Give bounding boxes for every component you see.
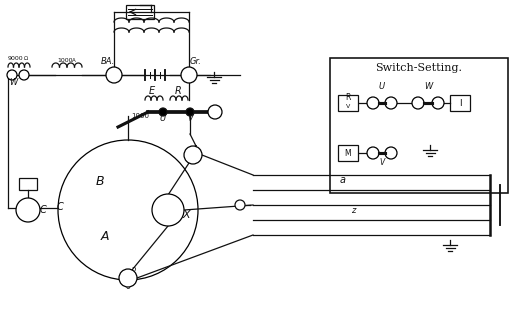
Text: R: R [175,86,181,96]
Text: W: W [9,78,17,87]
Text: W: W [424,82,432,91]
Text: U: U [160,114,166,123]
Circle shape [235,200,245,210]
Circle shape [367,147,379,159]
Text: X: X [182,210,190,220]
Text: C: C [57,202,63,212]
Circle shape [119,269,137,287]
Circle shape [184,146,202,164]
Text: R: R [345,93,351,102]
Text: M: M [345,149,351,158]
Bar [338,95,358,111]
Text: o: o [125,282,131,291]
Text: 2: 2 [132,267,136,276]
Text: 1000: 1000 [131,113,149,119]
Text: 1000: 1000 [57,58,73,63]
Circle shape [7,70,17,80]
Text: A: A [72,58,76,63]
Circle shape [208,105,222,119]
Text: 9000: 9000 [7,56,23,61]
Circle shape [385,97,397,109]
Bar [330,58,508,193]
Circle shape [152,194,184,226]
Text: B: B [96,175,104,188]
Circle shape [58,140,198,280]
Bar [450,95,470,111]
Circle shape [19,70,29,80]
Bar [19,178,37,190]
Text: C: C [39,205,47,215]
Text: Switch-Setting.: Switch-Setting. [375,63,462,73]
Text: I: I [459,99,461,108]
Circle shape [16,198,40,222]
Circle shape [186,108,194,116]
Text: A: A [101,230,109,243]
Text: a: a [340,175,346,185]
Text: BA.: BA. [101,57,115,66]
Circle shape [367,97,379,109]
Circle shape [432,97,444,109]
Circle shape [385,147,397,159]
Text: Gr.: Gr. [190,57,202,66]
Circle shape [181,67,197,83]
Bar [338,145,358,161]
Text: U: U [379,82,385,91]
Bar [126,5,154,19]
Text: V: V [346,104,350,109]
Circle shape [412,97,424,109]
Circle shape [106,67,122,83]
Text: $\Omega$: $\Omega$ [23,54,29,62]
Text: z: z [351,206,355,215]
Text: E: E [149,86,155,96]
Circle shape [159,108,167,116]
Text: V: V [379,158,385,167]
Text: 1: 1 [194,145,198,154]
Text: V: V [187,114,193,123]
